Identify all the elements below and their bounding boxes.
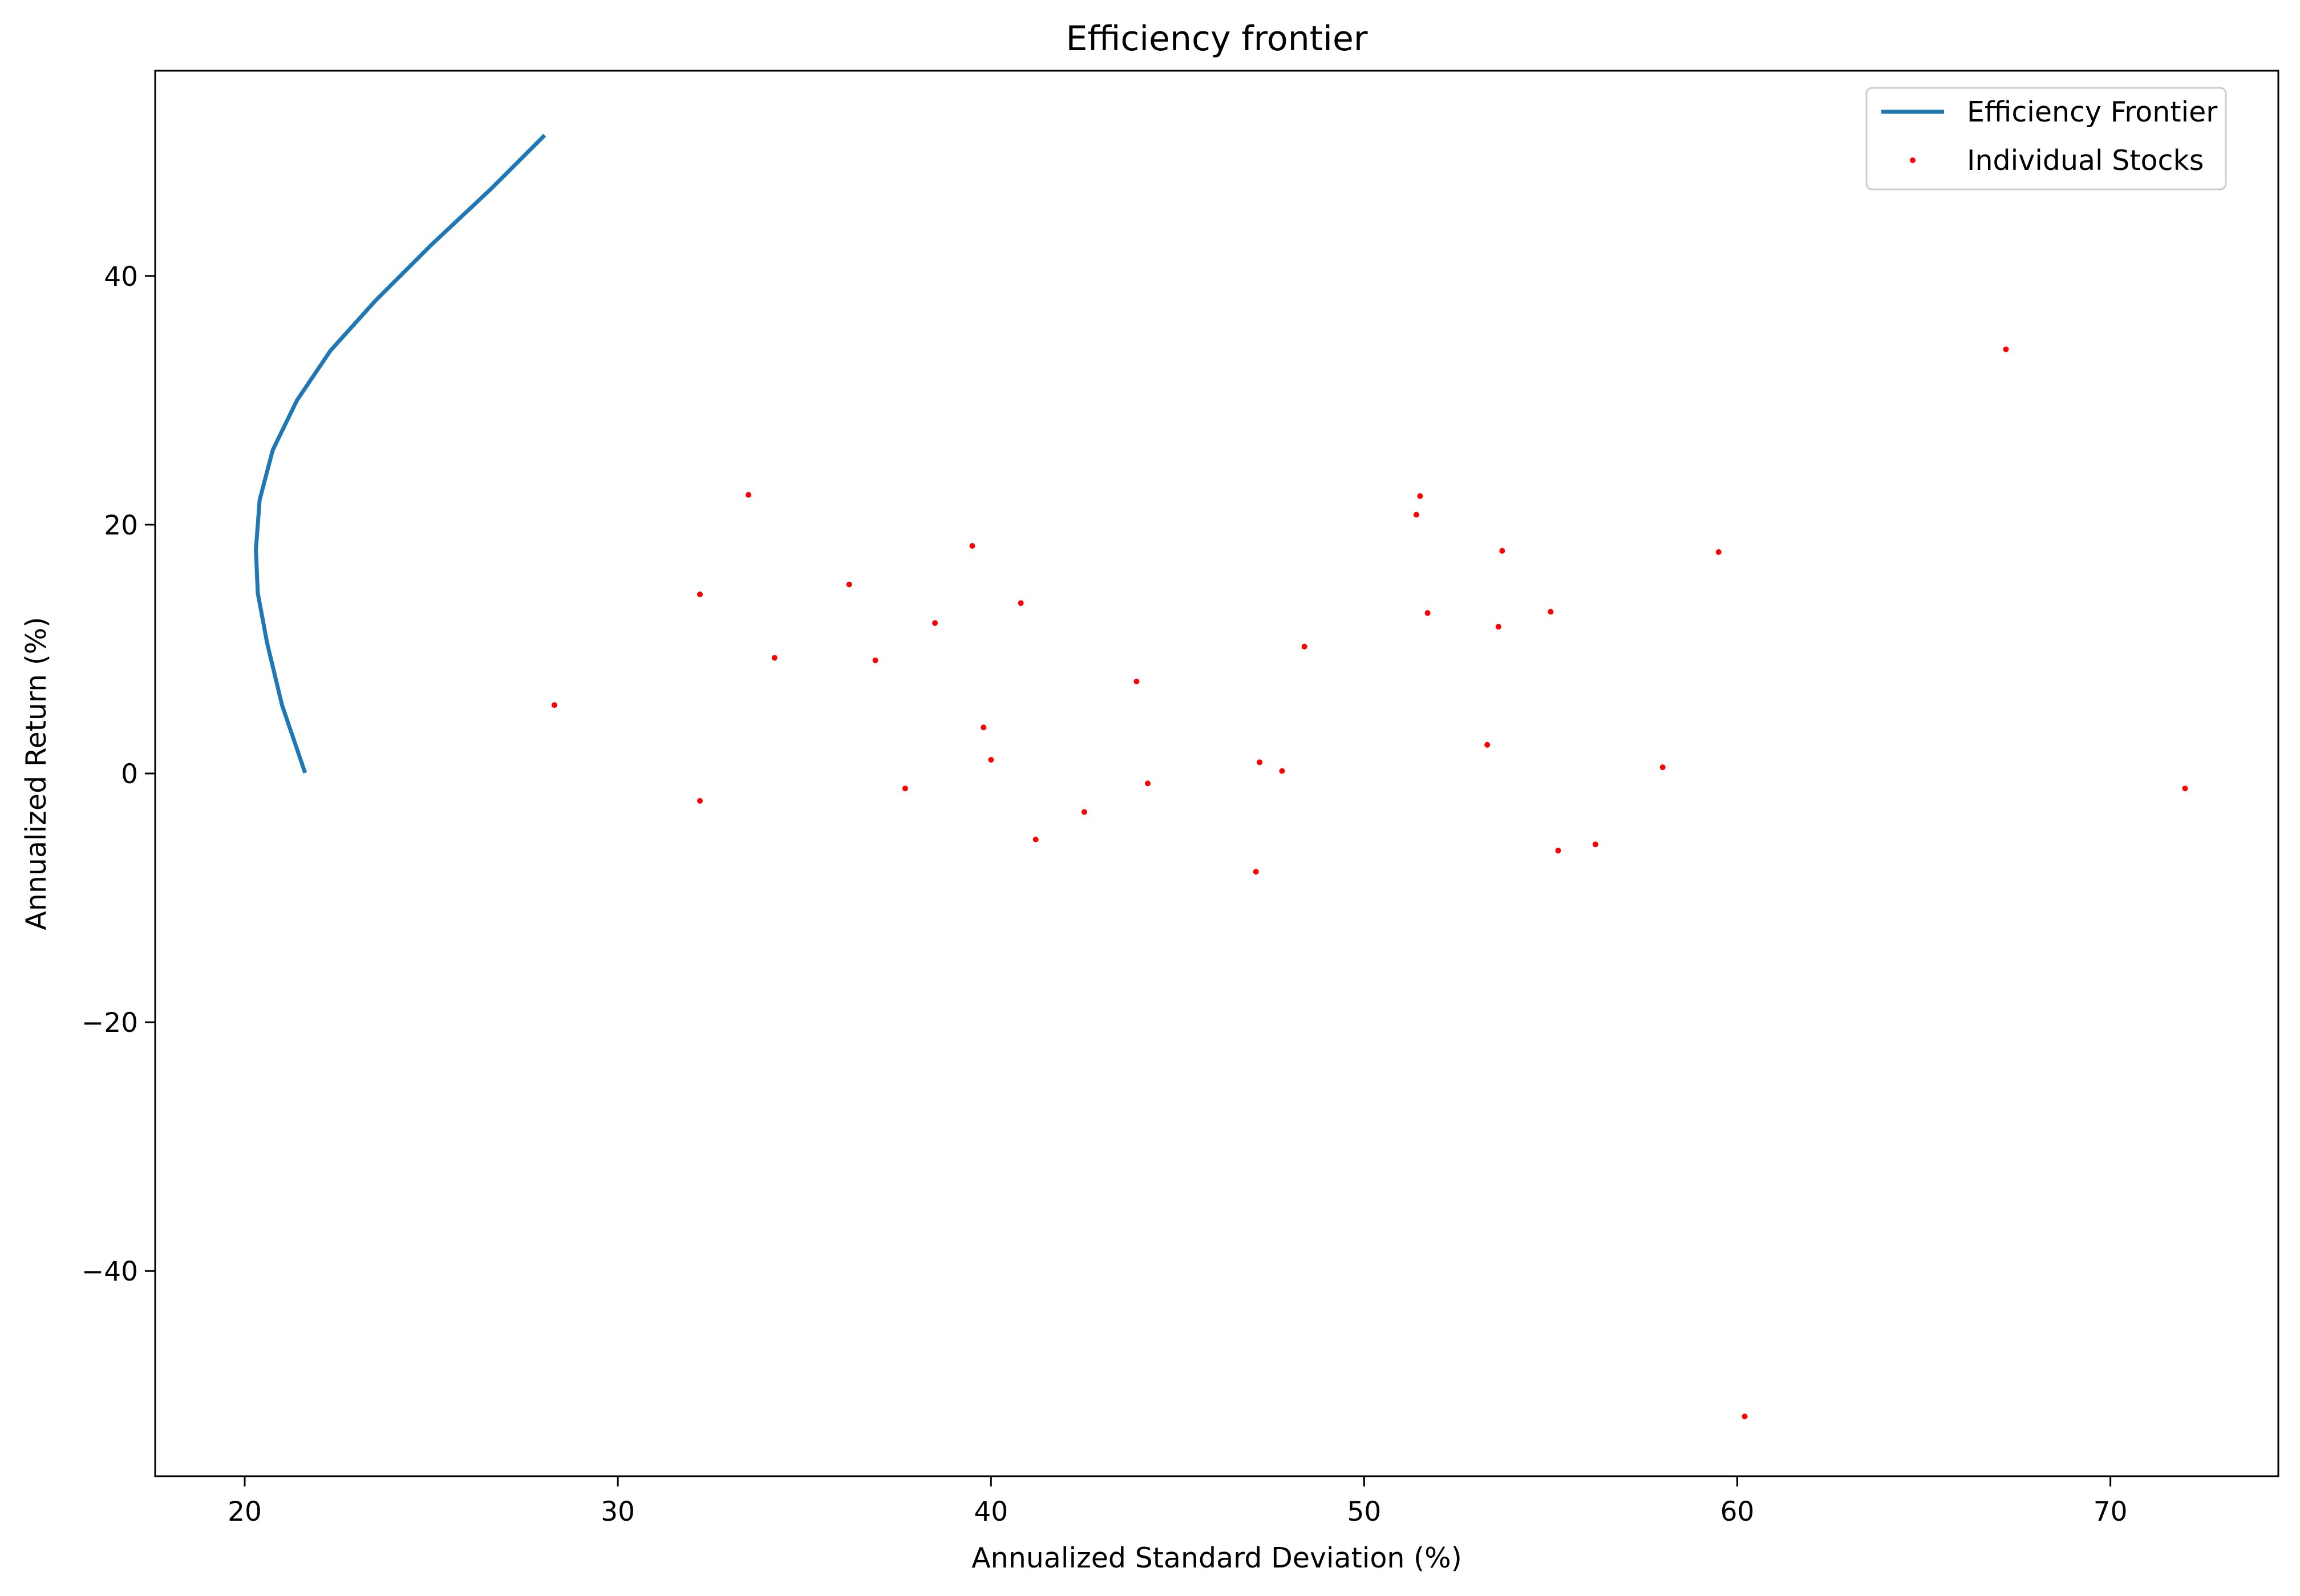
plot-frame (154, 70, 2279, 1477)
x-axis-label: Annualized Standard Deviation (%) (971, 1542, 1462, 1574)
x-tick-label: 60 (1720, 1496, 1755, 1528)
plot-area (254, 133, 2188, 1420)
stock-point (1424, 610, 1431, 616)
stock-point (1548, 609, 1554, 615)
legend-marker-swatch (1910, 157, 1916, 163)
stock-point (697, 592, 703, 597)
axis-ticks: 20 30 40 50 60 70 −40 −20 0 20 40 (82, 261, 2128, 1528)
stock-point (1081, 809, 1087, 815)
stock-point (1257, 759, 1263, 765)
stock-point (1279, 768, 1285, 774)
stock-point (1659, 764, 1666, 771)
stock-point (771, 655, 778, 661)
stock-point (551, 702, 557, 708)
y-tick-label: 0 (121, 759, 138, 790)
x-tick-label: 50 (1347, 1496, 1381, 1528)
stock-point (1499, 548, 1505, 554)
legend-box (1865, 87, 2227, 191)
chart-title: Efficiency frontier (1066, 19, 1367, 59)
stock-point (746, 492, 752, 498)
x-tick-label: 30 (601, 1496, 635, 1528)
stock-point (1495, 623, 1501, 630)
stock-point (1417, 493, 1423, 499)
stock-point (1253, 869, 1259, 875)
stock-point (981, 724, 987, 731)
y-axis-label: Annualized Return (%) (20, 617, 52, 930)
legend-label-stocks: Individual Stocks (1967, 144, 2204, 177)
stock-point (1414, 512, 1419, 518)
stock-point (1301, 643, 1307, 650)
legend: Efficiency Frontier Individual Stocks (1865, 87, 2227, 191)
stock-point (1032, 836, 1039, 842)
y-tick-label: 20 (104, 510, 138, 541)
stock-point (846, 581, 852, 588)
stock-point (872, 657, 878, 663)
stock-point (2003, 346, 2009, 353)
stock-point (1145, 780, 1151, 787)
x-tick-label: 20 (228, 1496, 262, 1528)
stock-point (1484, 742, 1491, 748)
y-tick-label: −40 (82, 1256, 138, 1287)
x-tick-label: 70 (2094, 1496, 2128, 1528)
stock-point (1715, 549, 1722, 555)
stock-point (1018, 600, 1024, 606)
stock-point (2182, 785, 2188, 792)
stock-point (932, 620, 938, 626)
stock-point (1133, 678, 1140, 684)
y-tick-label: 40 (104, 261, 138, 293)
stock-point (1742, 1413, 1748, 1420)
x-tick-label: 40 (974, 1496, 1008, 1528)
stock-point (969, 543, 975, 549)
stock-point (1555, 848, 1561, 854)
stock-point (902, 785, 908, 792)
stock-point (697, 798, 703, 804)
stock-point (988, 757, 994, 763)
stock-point (1592, 841, 1598, 848)
y-tick-label: −20 (82, 1007, 138, 1039)
legend-label-frontier: Efficiency Frontier (1967, 96, 2218, 128)
frontier-line (254, 133, 546, 774)
